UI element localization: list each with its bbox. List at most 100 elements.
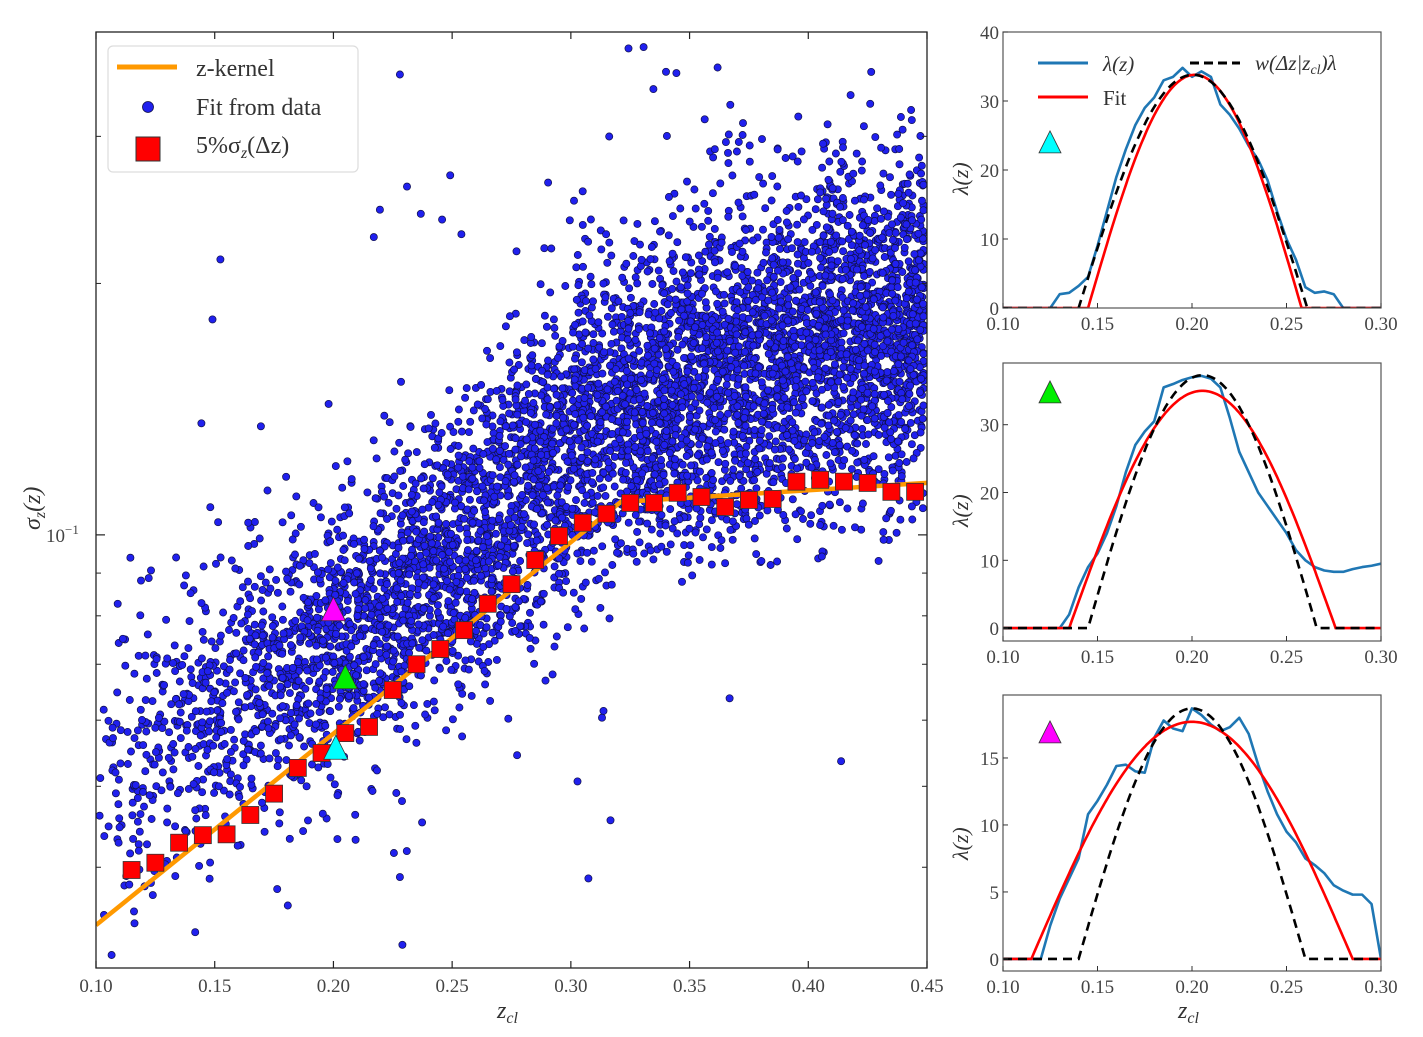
scatter-point — [448, 715, 457, 724]
scatter-point — [841, 424, 850, 432]
scatter-point — [371, 660, 380, 669]
scatter-point — [792, 376, 801, 385]
scatter-point — [128, 811, 137, 820]
scatter-point — [759, 225, 767, 234]
scatter-point — [879, 169, 888, 178]
scatter-point — [874, 556, 883, 565]
scatter-point — [713, 299, 722, 308]
scatter-point — [394, 491, 403, 500]
scatter-point — [286, 587, 295, 596]
scatter-point — [808, 225, 817, 234]
scatter-point — [486, 696, 495, 705]
scatter-point — [683, 281, 692, 290]
scatter-point — [282, 472, 291, 481]
scatter-point — [454, 417, 463, 426]
scatter-point — [406, 590, 415, 599]
scatter-point — [513, 751, 522, 760]
scatter-point — [384, 498, 393, 507]
scatter-point — [700, 115, 709, 124]
scatter-point — [571, 320, 580, 329]
scatter-point — [884, 453, 893, 462]
scatter-point — [255, 534, 264, 543]
scatter-point — [479, 642, 488, 651]
scatter-point — [898, 125, 907, 134]
scatter-point — [226, 656, 234, 664]
scatter-point — [396, 467, 405, 475]
scatter-point — [457, 427, 466, 436]
scatter-point — [114, 838, 123, 847]
scatter-point — [148, 697, 157, 706]
scatter-point — [704, 216, 713, 225]
scatter-point — [438, 215, 447, 224]
scatter-point — [527, 361, 536, 370]
scatter-point — [605, 614, 614, 623]
scatter-point — [278, 615, 287, 624]
scatter-point — [607, 339, 616, 348]
scatter-point — [486, 354, 495, 363]
scatter-point — [230, 735, 239, 744]
scatter-point — [895, 160, 904, 169]
scatter-point — [334, 702, 343, 711]
scatter-point — [354, 554, 363, 563]
scatter-point — [740, 361, 749, 370]
scatter-point — [840, 456, 849, 465]
scatter-point — [104, 716, 113, 725]
scatter-point — [759, 179, 768, 188]
scatter-point — [817, 385, 826, 394]
scatter-point — [133, 726, 142, 735]
scatter-point — [624, 316, 633, 325]
scatter-point — [543, 520, 552, 529]
scatter-point — [550, 642, 559, 651]
scatter-point — [107, 951, 116, 959]
scatter-point — [734, 374, 743, 383]
scatter-point — [398, 940, 407, 949]
scatter-point — [483, 395, 492, 404]
scatter-point — [638, 418, 647, 427]
scatter-point — [264, 717, 272, 726]
scatter-point — [711, 427, 720, 436]
scatter-point — [208, 315, 217, 324]
scatter-point — [488, 471, 497, 480]
scatter-point — [763, 276, 772, 285]
scatter-point — [278, 702, 287, 711]
scatter-point — [668, 284, 677, 293]
scatter-point — [134, 840, 143, 849]
scatter-point — [585, 311, 594, 320]
scatter-point — [136, 611, 145, 620]
scatter-point — [882, 514, 891, 523]
scatter-point — [773, 392, 782, 401]
scatter-point — [171, 872, 180, 881]
scatter-point — [820, 432, 829, 441]
scatter-point — [135, 827, 144, 836]
scatter-point — [696, 513, 705, 522]
scatter-point — [395, 438, 404, 447]
scatter-point — [700, 199, 709, 208]
scatter-point — [237, 619, 246, 628]
scatter-point — [916, 428, 925, 437]
scatter-point — [393, 632, 402, 641]
scatter-point — [114, 800, 123, 809]
scatter-point — [115, 823, 124, 832]
scatter-point — [216, 553, 225, 562]
scatter-point — [505, 312, 514, 321]
scatter-point — [218, 699, 227, 708]
scatter-point — [733, 500, 741, 509]
scatter-point — [275, 819, 284, 828]
scatter-point — [466, 417, 475, 426]
scatter-point — [868, 402, 877, 411]
scatter-point — [683, 177, 691, 186]
scatter-point — [340, 556, 349, 565]
scatter-point — [551, 331, 560, 340]
scatter-point — [599, 279, 608, 288]
scatter-point — [830, 360, 839, 369]
scatter-point — [650, 217, 659, 226]
scatter-point — [750, 426, 759, 434]
scatter-point — [297, 776, 306, 785]
scatter-point — [151, 723, 160, 732]
scatter-point — [368, 787, 377, 795]
scatter-point — [655, 418, 664, 427]
scatter-point — [351, 810, 360, 819]
scatter-point — [116, 759, 125, 768]
scatter-point — [586, 272, 595, 281]
scatter-point — [779, 511, 788, 519]
